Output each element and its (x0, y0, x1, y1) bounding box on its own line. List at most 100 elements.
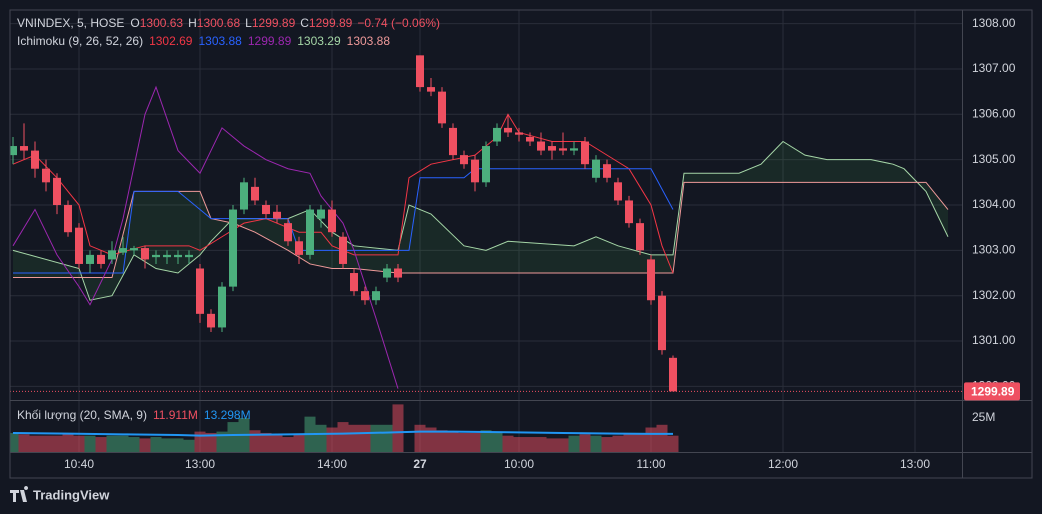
candle-body (42, 168, 50, 183)
y-tick-label: 1301.00 (972, 333, 1016, 347)
brand: TradingView (33, 487, 110, 502)
volume-bar (84, 435, 96, 452)
volume-bar (51, 435, 63, 452)
volume-bar (447, 431, 459, 452)
volume-bar (315, 424, 327, 452)
volume-bar (348, 424, 360, 452)
last-price-label: 1299.89 (971, 385, 1015, 399)
volume-tick-label: 25M (972, 410, 995, 424)
volume-bar (10, 432, 19, 452)
candle-body (427, 87, 435, 92)
candle-body (592, 159, 600, 178)
candle-body (548, 146, 556, 151)
candle-body (658, 295, 666, 351)
ohlc-value: 1299.89 (309, 16, 353, 30)
candle-body (295, 241, 303, 255)
axes: 1300.001301.001302.001303.001304.001305.… (64, 16, 1020, 471)
volume-bar (557, 438, 569, 452)
candle-body (317, 209, 325, 219)
volume-bar (95, 437, 107, 452)
volume-bar (18, 434, 30, 452)
candle-body (240, 182, 248, 210)
chikou-line (12, 85, 399, 389)
volume-bar (535, 437, 547, 452)
ichimoku-value: 1303.88 (198, 34, 242, 48)
volume-bar (227, 422, 239, 452)
candle-body (251, 186, 259, 201)
candle-body (20, 146, 28, 151)
y-tick-label: 1303.00 (972, 243, 1016, 257)
candle-body (174, 254, 182, 258)
volume-bar (381, 424, 393, 452)
candle-body (383, 268, 391, 278)
candle-body (196, 268, 204, 314)
x-tick-label: 27 (413, 457, 427, 471)
candle-body (504, 127, 512, 133)
candle-body (163, 254, 171, 258)
candle-body (537, 141, 545, 151)
volume-bar (249, 430, 261, 452)
ichimoku-value: 1303.88 (347, 34, 391, 48)
volume-bar (590, 435, 602, 452)
volume-bar (150, 437, 162, 452)
volume-bar (436, 430, 448, 452)
volume-bar (480, 430, 492, 452)
ohlc-key: C (300, 16, 309, 30)
candle-body (339, 236, 347, 264)
volume-bar (513, 437, 525, 452)
ichimoku-value: 1303.29 (297, 34, 341, 48)
volume-bar (524, 437, 536, 452)
volume-bar (73, 435, 85, 452)
volume-bar (667, 435, 679, 452)
volume-bar (29, 435, 41, 452)
candle-body (86, 254, 94, 264)
candle-body (526, 136, 534, 142)
x-tick-label: 13:00 (900, 457, 930, 471)
volume-bar (612, 435, 624, 452)
candle-body (515, 132, 523, 135)
candle-body (273, 211, 281, 219)
x-tick-label: 10:00 (504, 457, 534, 471)
volume-bar (282, 437, 294, 452)
brand-logo (10, 486, 29, 502)
candle-body (306, 209, 314, 255)
ichimoku-value: 1302.69 (149, 34, 193, 48)
ohlc-key: L (245, 16, 252, 30)
volume-bar (425, 427, 437, 452)
candle-body (614, 182, 622, 201)
candle-body (471, 159, 479, 183)
volume-bar (172, 438, 184, 452)
x-tick-label: 10:40 (64, 457, 94, 471)
candle-body (262, 205, 270, 215)
volume-bar (271, 434, 283, 452)
price-pane (10, 55, 962, 392)
volume-bar (293, 434, 305, 452)
candle-body (229, 209, 237, 287)
candle-body (328, 209, 336, 233)
volume-bar (414, 424, 426, 452)
candle-body (570, 148, 578, 151)
volume-bar (623, 432, 635, 452)
candle-body (559, 148, 567, 151)
x-tick-label: 14:00 (317, 457, 347, 471)
candle-body (31, 150, 39, 169)
candle-body (97, 254, 105, 264)
cloud (13, 141, 948, 301)
volume-bar (161, 438, 173, 452)
change: −0.74 (−0.06%) (357, 16, 440, 30)
volume-bar (326, 427, 338, 452)
y-tick-label: 1306.00 (972, 106, 1016, 120)
legend: VNINDEX, 5, HOSE O 1300.63 H 1300.68 L 1299.89… (17, 16, 440, 422)
candle-body (493, 127, 501, 142)
volume-bar (117, 435, 129, 452)
last-price-badge (964, 382, 1020, 401)
ohlc-key: O (130, 16, 139, 30)
volume-bar (546, 438, 558, 452)
volume-sma (12, 430, 673, 437)
volume-bar (337, 422, 349, 452)
ohlc-value: 1299.89 (252, 16, 296, 30)
volume-bar (183, 439, 195, 452)
volume-value: 11.911M (153, 408, 198, 422)
